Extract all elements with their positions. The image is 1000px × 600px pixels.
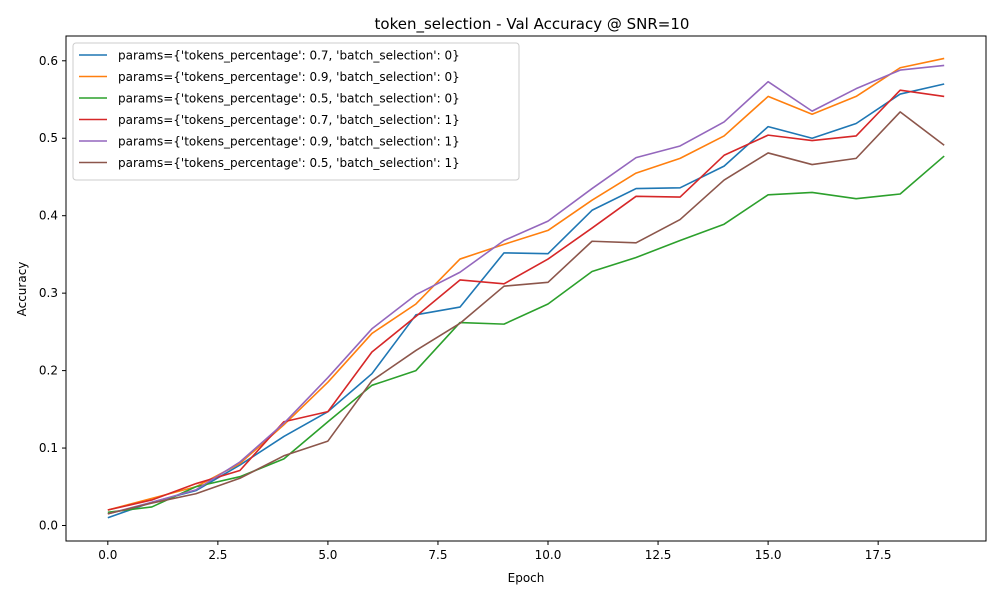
legend-box: [72, 42, 520, 181]
series-group: [107, 57, 945, 519]
x-tick-label: 2.5: [208, 548, 227, 562]
legend-label-2: params={'tokens_percentage': 0.9, 'batch…: [118, 70, 460, 84]
y-tick-label: 0.1: [39, 441, 58, 455]
x-axis-label: Epoch: [508, 571, 545, 585]
legend-label-6: params={'tokens_percentage': 0.5, 'batch…: [118, 156, 460, 170]
x-axis-ticks: 0.0 2.5 5.0 7.5 10.0 12.5 15.0 17.5: [98, 541, 892, 562]
x-tick-label: 10.0: [535, 548, 562, 562]
x-tick-label: 12.5: [645, 548, 672, 562]
y-tick-label: 0.2: [39, 364, 58, 378]
x-tick-label: 5.0: [318, 548, 337, 562]
legend-label-4: params={'tokens_percentage': 0.7, 'batch…: [118, 113, 460, 127]
series-line-2: [107, 57, 945, 511]
legend-label-5: params={'tokens_percentage': 0.9, 'batch…: [118, 135, 460, 149]
plot-border: [65, 35, 987, 542]
series-line-5: [107, 64, 945, 515]
x-tick-label: 7.5: [428, 548, 447, 562]
y-tick-label: 0.5: [39, 131, 58, 145]
y-tick-label: 0.4: [39, 209, 58, 223]
legend: params={'tokens_percentage': 0.7, 'batch…: [72, 42, 520, 181]
x-tick-label: 0.0: [98, 548, 117, 562]
y-tick-label: 0.3: [39, 286, 58, 300]
legend-label-1: params={'tokens_percentage': 0.7, 'batch…: [118, 49, 460, 63]
y-axis-ticks: 0.0 0.1 0.2 0.3 0.4 0.5 0.6: [39, 54, 66, 533]
series-line-6: [107, 111, 945, 515]
x-tick-label: 17.5: [865, 548, 892, 562]
series-line-1: [107, 83, 945, 519]
y-tick-label: 0.6: [39, 54, 58, 68]
chart-title: token_selection - Val Accuracy @ SNR=10: [375, 15, 690, 34]
y-tick-label: 0.0: [39, 519, 58, 533]
series-line-4: [107, 89, 945, 511]
legend-label-3: params={'tokens_percentage': 0.5, 'batch…: [118, 92, 460, 106]
x-tick-label: 15.0: [755, 548, 782, 562]
y-axis-label: Accuracy: [15, 262, 29, 317]
